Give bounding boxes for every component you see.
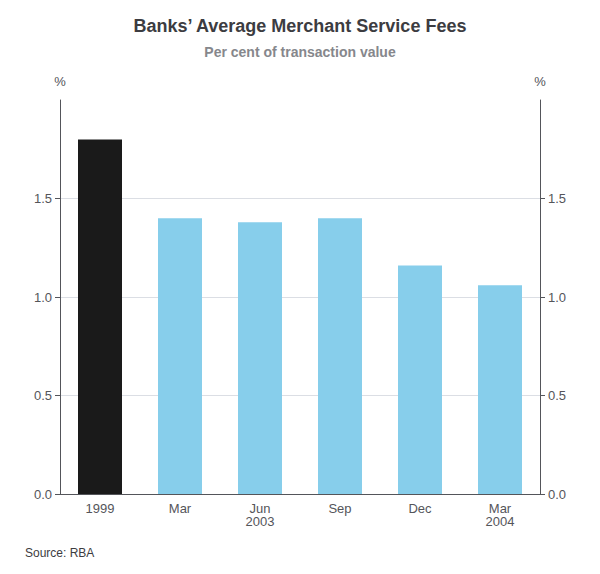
svg-text:1999: 1999 bbox=[86, 501, 115, 516]
svg-text:Mar: Mar bbox=[169, 501, 192, 516]
svg-text:1.5: 1.5 bbox=[34, 191, 52, 206]
svg-text:1.5: 1.5 bbox=[548, 191, 566, 206]
svg-text:1.0: 1.0 bbox=[34, 290, 52, 305]
svg-text:Jun: Jun bbox=[249, 501, 271, 516]
svg-text:Sep: Sep bbox=[328, 501, 351, 516]
svg-text:0.0: 0.0 bbox=[548, 487, 566, 502]
svg-text:%: % bbox=[54, 74, 66, 89]
svg-text:Banks’ Average Merchant Servic: Banks’ Average Merchant Service Fees bbox=[134, 16, 467, 36]
svg-text:0.0: 0.0 bbox=[34, 487, 52, 502]
svg-text:Per cent of transaction value: Per cent of transaction value bbox=[204, 44, 396, 60]
svg-text:Source: RBA: Source: RBA bbox=[25, 546, 94, 560]
svg-text:%: % bbox=[534, 74, 546, 89]
svg-text:2003: 2003 bbox=[246, 514, 275, 529]
svg-text:Dec: Dec bbox=[408, 501, 432, 516]
svg-text:Mar: Mar bbox=[488, 501, 512, 516]
svg-text:1.0: 1.0 bbox=[548, 290, 566, 305]
svg-text:0.5: 0.5 bbox=[34, 388, 52, 403]
svg-text:0.5: 0.5 bbox=[548, 388, 566, 403]
svg-text:2004: 2004 bbox=[486, 514, 515, 529]
